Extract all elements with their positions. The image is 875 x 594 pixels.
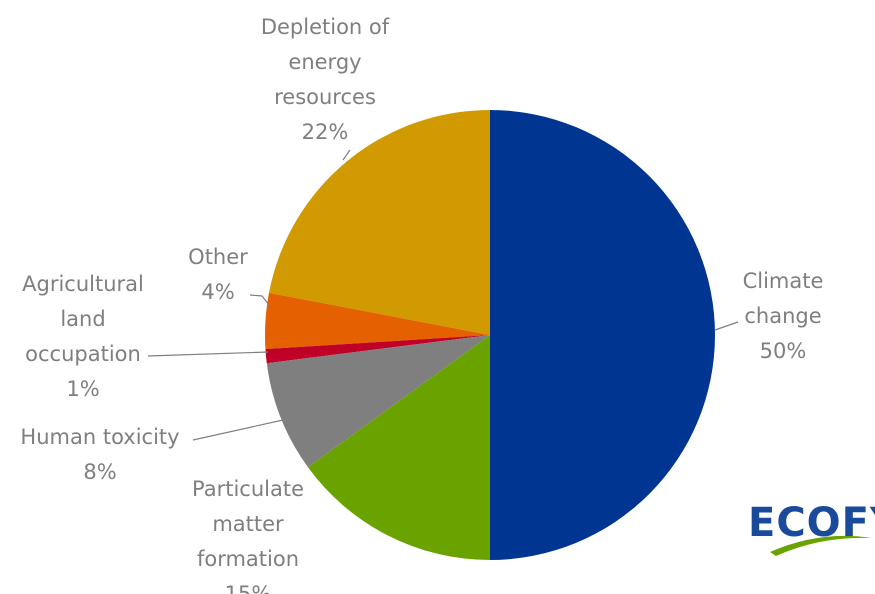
category-label: Depletion of energy resources (260, 15, 390, 109)
slice-label: Agricultural land occupation 1% (3, 267, 163, 407)
value-label: 1% (66, 377, 100, 401)
leader-line (147, 351, 269, 357)
value-label: 22% (301, 120, 349, 144)
value-label: 8% (83, 460, 117, 484)
value-label: 50% (759, 339, 807, 363)
slice-label: Other 4% (168, 240, 268, 310)
slice-label: Climate change 50% (728, 264, 838, 369)
value-label: 15% (224, 582, 272, 594)
pie-slice (268, 110, 490, 335)
pie-slice (307, 335, 490, 560)
category-label: Particulate matter formation (191, 477, 304, 571)
slice-label: Depletion of energy resources 22% (245, 10, 405, 150)
category-label: Other (188, 245, 248, 269)
value-label: 4% (201, 280, 235, 304)
category-label: Agricultural land occupation (22, 272, 144, 366)
leader-line (342, 149, 351, 161)
category-label: Climate change (742, 269, 824, 328)
leader-line (249, 294, 271, 307)
pie-slice (490, 110, 715, 560)
slice-label: Particulate matter formation 15% (173, 472, 323, 594)
leader-line (714, 321, 739, 331)
logo-swoosh (770, 535, 872, 556)
logo: ECOFYS (748, 500, 875, 546)
category-label: Human toxicity (20, 425, 180, 449)
slice-label: Human toxicity 8% (0, 420, 210, 490)
pie-slice (265, 335, 490, 364)
pie-slice (266, 335, 490, 468)
leader-line (192, 419, 284, 441)
pie-slice (265, 292, 490, 350)
